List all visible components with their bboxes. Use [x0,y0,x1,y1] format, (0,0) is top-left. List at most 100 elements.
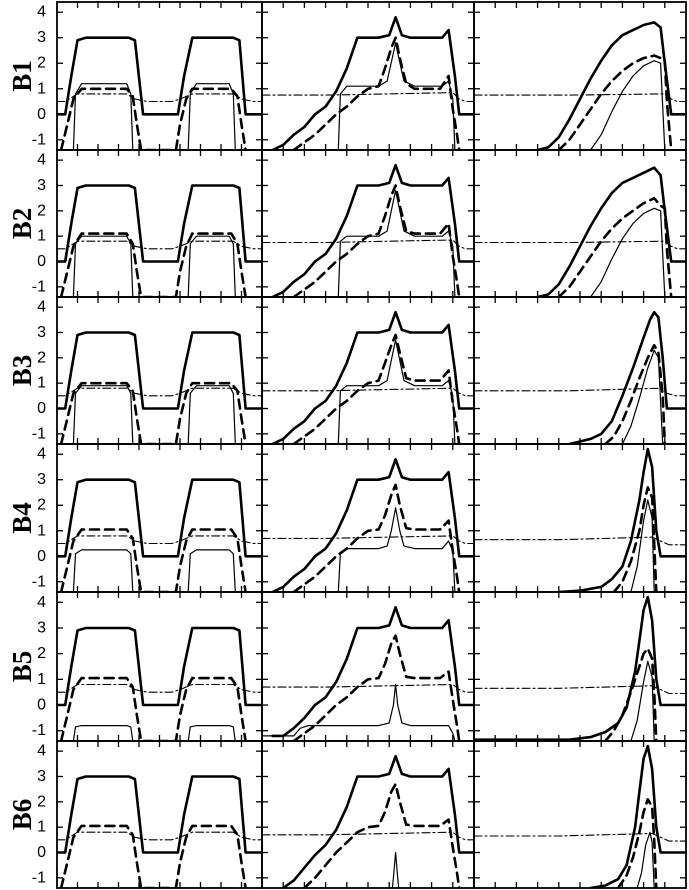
series-line-thick-solid [589,744,686,888]
panel-frame [261,740,475,889]
series-line-thin-solid [72,725,236,741]
panel-frame [56,443,263,593]
panel-frame [473,1,687,151]
panel-frame [56,740,263,889]
row-label-2: B2 [7,208,37,240]
y-tick-label: 2 [37,793,46,810]
y-tick-label: -1 [32,278,46,295]
y-tick-label: 0 [37,697,46,714]
y-tick-label: 4 [37,4,46,21]
y-tick-label: 1 [37,671,46,688]
row-label-3: B3 [7,355,37,387]
panel-r3-c1 [56,296,263,445]
series-line-dash-dot [262,239,474,250]
series-line-thick-dashed [292,36,461,150]
series-line-thick-solid [271,606,474,738]
series-line-thin-solid [262,683,456,741]
series-line-thick-solid [557,447,686,592]
y-tick-label: -1 [32,722,46,739]
y-tick-label: 3 [37,177,46,194]
row-label-5: B5 [7,651,37,683]
series-line-thin-solid [72,83,236,150]
series-line-thick-dashed [557,54,673,150]
y-tick-label: 3 [37,619,46,636]
panel-frame [261,296,475,445]
series-line-thin-solid [72,549,236,592]
series-line-thick-dashed [303,782,461,888]
panel-r1-c3 [473,1,687,151]
series-line-thin-solid [621,349,664,444]
y-tick-label: 1 [37,375,46,392]
y-tick-label: 3 [37,471,46,488]
series-line-thick-solid [57,184,262,263]
series-line-dash-dot [57,387,262,397]
y-tick-label: 1 [37,228,46,245]
y-tick-label: 4 [37,594,46,611]
panel-r2-c1 [56,149,263,298]
series-line-dash-dot [474,536,686,546]
series-line-dash-dot [262,831,474,841]
series-line-dash-dot [57,240,262,250]
series-line-thick-dashed [557,196,673,297]
y-axes: 4 3 2 1 0 -1 4 3 2 1 0 -1 4 3 2 1 0 -1 4 3 2 1 0 -1 4 3 2 1 0 -1 4 3 2 1 0… [32,4,46,887]
series-line-thick-solid [281,754,474,888]
series-line-thin-solid [630,660,655,741]
panel-frame [261,443,475,593]
panel-r4-c1 [56,443,263,593]
panel-r5-c3 [473,591,687,742]
panel-frame [56,1,263,151]
series-line-thick-dashed [612,486,658,592]
panel-r5-c1 [56,591,263,742]
series-line-thick-solid [568,310,686,444]
y-tick-label: 3 [37,324,46,341]
y-tick-label: 1 [37,522,46,539]
series-line-thick-dashed [292,483,461,592]
series-line-dash-dot [474,832,686,842]
series-line-dash-dot [262,683,474,693]
panel-r6-c2 [261,740,475,889]
series-line-thick-solid [271,16,474,150]
series-line-thick-dashed [604,343,667,444]
series-line-thick-dashed [59,381,247,444]
series-line-thick-solid [57,331,262,410]
series-line-thick-dashed [59,528,247,592]
series-line-dash-dot [57,831,262,841]
panel-r4-c2 [261,443,475,593]
series-line-dash-dot [474,685,686,695]
y-tick-label: 0 [37,106,46,123]
series-line-thin-solid [72,385,236,444]
panel-frame [56,296,263,445]
y-tick-label: 4 [37,299,46,316]
series-line-thick-dashed [292,333,461,444]
series-line-thick-dashed [59,824,247,888]
series-line-thin-solid [391,851,400,888]
series-line-dash-dot [474,93,686,103]
y-tick-label: 4 [37,152,46,169]
series-line-dash-dot [57,93,262,103]
panel-r2-c3 [473,149,687,298]
y-tick-label: 3 [37,768,46,785]
y-tick-label: -1 [32,131,46,148]
y-tick-label: 1 [37,819,46,836]
series-line-thick-solid [57,478,262,558]
series-line-dash-dot [262,535,474,545]
y-tick-label: 0 [37,548,46,565]
series-line-thick-dashed [59,676,247,741]
series-line-thin-solid [337,42,456,150]
panel-frame [56,149,263,298]
panel-r1-c1 [56,1,263,151]
series-line-dash-dot [474,387,686,397]
panel-frame [261,1,475,151]
y-tick-label: -1 [32,573,46,590]
series-line-thick-dashed [604,647,658,741]
panel-r5-c2 [261,591,475,742]
series-line-thick-dashed [616,798,658,888]
y-tick-label: 1 [37,80,46,97]
series-line-thin-solid [337,190,456,297]
row-labels: B1 B2 B3 B4 B5 B6 [7,60,37,830]
row-label-1: B1 [7,60,37,92]
series-line-thin-solid [630,499,655,592]
series-line-thick-dashed [59,87,247,150]
panel-r2-c2 [261,149,475,298]
y-tick-label: 0 [37,844,46,861]
